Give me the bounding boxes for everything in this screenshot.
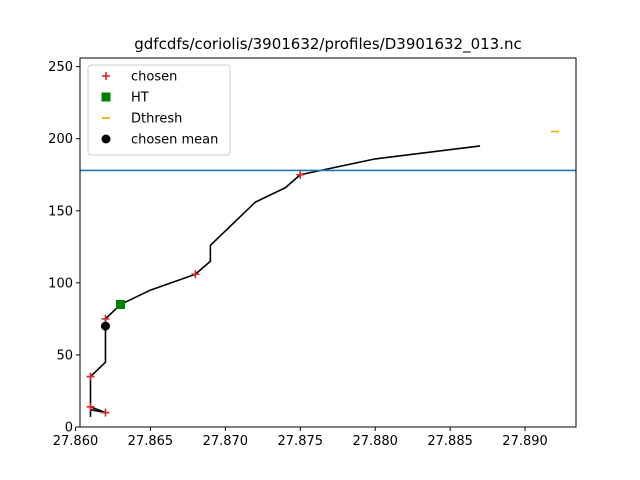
chosen-point-3 <box>101 314 110 323</box>
HT-point-0 <box>115 299 125 309</box>
chosen-point-4 <box>191 270 200 279</box>
y-tick-label-5: 250 <box>48 60 73 75</box>
axes-frame <box>79 57 577 428</box>
chosen-point-2 <box>86 372 95 381</box>
y-tick-label-2: 100 <box>48 276 73 291</box>
plot-area <box>80 130 576 417</box>
legend-label-HT: HT <box>131 91 149 106</box>
legend-marker-HT <box>101 92 111 102</box>
plot-series-group <box>80 130 576 417</box>
x-tick-label-3: 27.875 <box>278 434 324 449</box>
y-tick-label-4: 200 <box>48 132 73 147</box>
chosen-point-1 <box>86 402 95 411</box>
profile-line <box>89 145 481 417</box>
x-tick-label-4: 27.880 <box>352 434 398 449</box>
legend-marker-chosen-mean <box>101 134 111 144</box>
x-tick-label-5: 27.885 <box>427 434 473 449</box>
chart-title: gdfcdfs/coriolis/3901632/profiles/D39016… <box>134 35 522 54</box>
chosen-point-0 <box>101 408 110 417</box>
axes: 27.860 27.865 27.870 27.875 27.880 27.885 27.8… <box>48 57 577 449</box>
chosen-point-5 <box>296 170 305 179</box>
legend-label-chosen-mean: chosen mean <box>131 133 218 148</box>
x-tick-label-2: 27.870 <box>203 434 249 449</box>
chosen-mean-point-0 <box>100 321 110 331</box>
legend: chosen HT Dthresh chosen mean <box>87 64 231 156</box>
legend-marker-chosen <box>102 72 110 80</box>
legend-box <box>87 64 231 156</box>
x-tick-label-6: 27.890 <box>502 434 548 449</box>
legend-label-chosen: chosen <box>131 70 177 85</box>
x-tick-label-1: 27.865 <box>128 434 174 449</box>
y-tick-label-0: 0 <box>65 421 73 436</box>
y-tick-label-1: 50 <box>56 348 73 363</box>
legend-label-Dthresh: Dthresh <box>131 112 182 127</box>
y-tick-label-3: 150 <box>48 204 73 219</box>
x-tick-label-0: 27.860 <box>53 434 99 449</box>
